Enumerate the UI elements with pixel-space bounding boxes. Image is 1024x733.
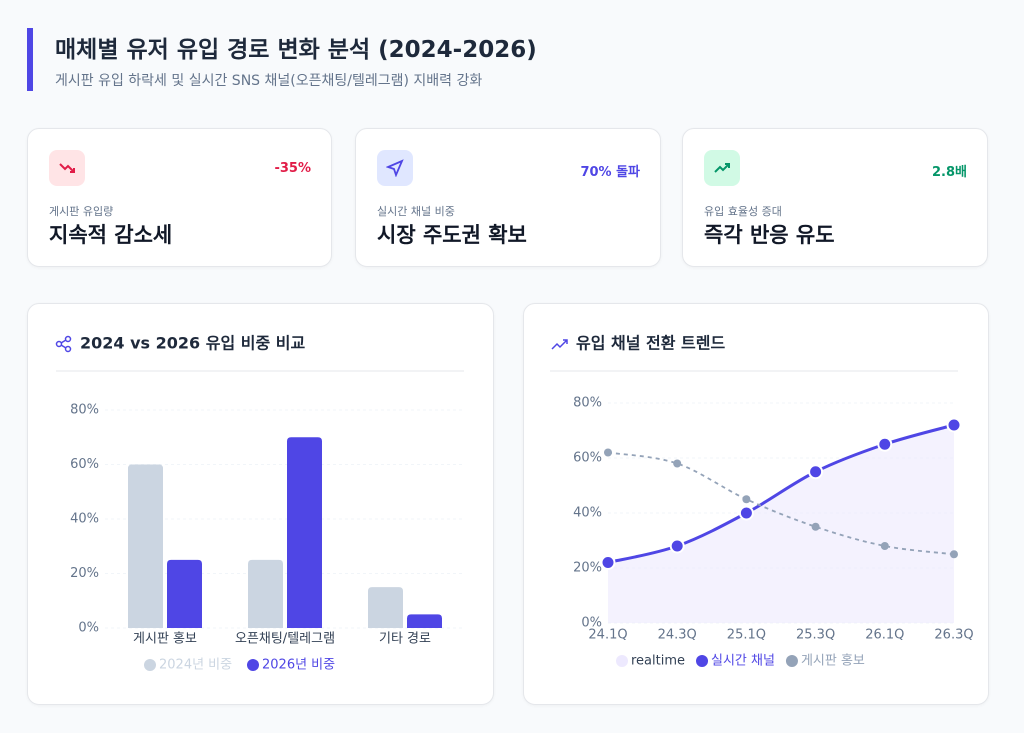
bar [287,437,322,628]
bar [128,464,163,628]
point [808,464,824,480]
point [604,448,612,457]
point [950,550,958,559]
point [673,459,682,468]
area [608,425,954,623]
y-tick-label: 40% [573,506,602,521]
kpi-card: 2.8배 유입 효율성 증대 즉각 반응 유도 [682,128,988,267]
accent-bar [27,28,33,91]
value: 시장 주도권 확보 [377,223,527,247]
bar [368,587,403,628]
y-tick-label: 60% [573,451,602,466]
y-tick-label: 80% [573,396,602,411]
legend-marker [696,655,709,667]
label: 게시판 유입량 [49,205,114,218]
share-icon [55,335,72,353]
legend-label: 실시간 채널 [711,654,775,669]
icon [49,150,85,186]
point [877,436,893,452]
y-tick-label: 20% [70,566,99,581]
x-tick-label: 24.1Q [588,628,627,643]
legend-label: realtime [631,654,685,669]
legend-marker [144,659,156,671]
legend-marker [247,659,259,671]
x-tick-label: 26.1Q [865,628,904,643]
x-tick-label: 24.3Q [658,628,697,643]
kpi-card: 70% 돌파 실시간 채널 비중 시장 주도권 확보 [355,128,661,267]
icon [377,150,413,186]
legend-label: 2026년 비중 [262,658,335,673]
badge: 2.8배 [932,165,967,180]
label: 유입 효율성 증대 [704,205,782,218]
icon [704,150,740,186]
legend-marker [785,655,798,667]
x-tick-label: 25.1Q [727,628,766,643]
trend-icon [551,339,568,350]
point [811,522,820,531]
title: 매체별 유저 유입 경로 변화 분석 (2024-2026) [55,37,537,63]
x-tick-label: 26.3Q [934,628,973,643]
badge: -35% [274,161,311,176]
chart-title: 유입 채널 전환 트렌드 [576,334,725,353]
point [669,538,685,554]
point [742,495,751,504]
y-tick-label: 80% [70,403,99,418]
badge: 70% 돌파 [580,165,640,180]
chart-title: 2024 vs 2026 유입 비중 비교 [80,334,305,353]
point [880,542,889,550]
line [607,451,955,556]
point [738,505,754,521]
y-tick-label: 60% [70,457,99,472]
y-tick-label: 0% [581,616,602,631]
subtitle: 게시판 유입 하락세 및 실시간 SNS 채널(오픈채팅/텔레그램) 지배력 강… [55,73,483,89]
x-tick-label: 기타 경로 [379,632,431,647]
y-tick-label: 20% [573,561,602,576]
value: 지속적 감소세 [49,223,173,247]
bar [248,559,283,628]
x-tick-label: 오픈채팅/텔레그램 [235,632,335,647]
kpi-card: -35% 게시판 유입량 지속적 감소세 [27,128,332,267]
chart-card [27,303,494,705]
y-tick-label: 0% [78,621,99,636]
bar [407,614,442,628]
legend-marker [616,655,628,667]
y-tick-label: 40% [70,512,99,527]
point [600,555,616,570]
legend-label: 게시판 홍보 [801,654,865,669]
legend-label: 2024년 비중 [159,658,232,673]
value: 즉각 반응 유도 [704,223,835,247]
x-tick-label: 게시판 홍보 [133,632,197,647]
x-tick-label: 25.3Q [796,628,835,643]
label: 실시간 채널 비중 [377,205,455,218]
point [946,417,962,433]
bar [167,559,202,628]
